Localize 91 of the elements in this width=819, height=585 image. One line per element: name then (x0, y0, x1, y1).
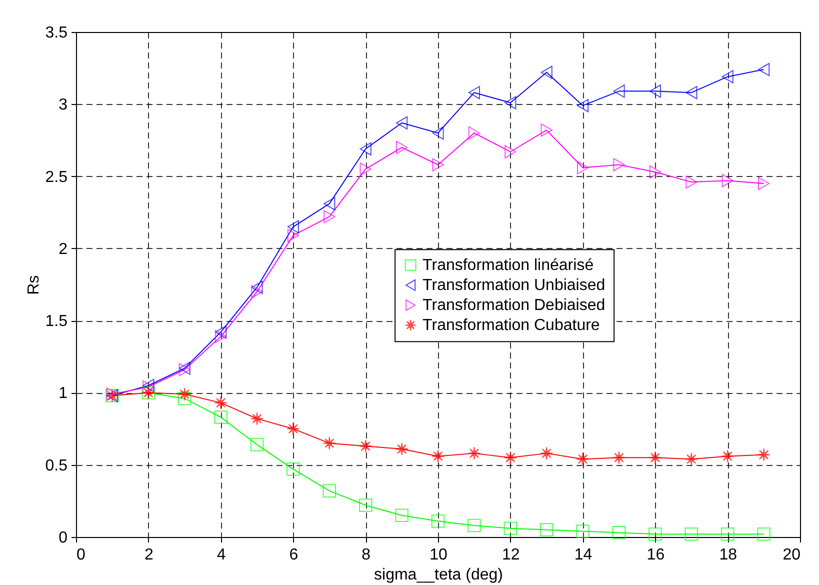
point (720, 450, 734, 463)
point (576, 161, 589, 174)
point (757, 448, 770, 462)
y-tick-label: 1 (58, 385, 68, 402)
point (396, 116, 408, 130)
point (720, 527, 734, 541)
x-tick-label: 16 (646, 546, 665, 564)
point (358, 439, 372, 453)
x-tick-label: 0 (76, 546, 86, 564)
point (360, 142, 372, 156)
y-axis-title: Rs (25, 275, 42, 295)
point (612, 451, 626, 464)
point (324, 197, 336, 210)
point (576, 452, 590, 466)
point (684, 452, 698, 466)
point (432, 158, 444, 172)
point (468, 446, 481, 460)
x-axis-title: sigma__teta (deg) (374, 566, 503, 584)
point (395, 442, 408, 456)
point (178, 392, 192, 406)
point (686, 175, 698, 189)
point (722, 70, 734, 84)
legend-label: Transformation linéarisé (422, 257, 594, 274)
point (214, 410, 228, 424)
point (322, 436, 336, 450)
y-tick-label: 0.5 (45, 457, 68, 474)
point (468, 86, 480, 100)
point (540, 66, 552, 80)
x-tick-label: 2 (144, 546, 154, 564)
x-tick-label: 18 (719, 546, 738, 564)
point (287, 220, 300, 234)
y-tick-label: 0 (58, 530, 68, 546)
x-tick-label: 20 (782, 546, 801, 564)
point (540, 523, 554, 536)
x-tick-label: 14 (574, 546, 592, 564)
point (649, 84, 662, 98)
point (504, 96, 516, 110)
point (684, 527, 698, 541)
point (757, 527, 770, 541)
point (214, 396, 228, 410)
x-tick-label: 8 (362, 546, 371, 564)
legend-label: Transformation Debiaised (422, 297, 606, 314)
point (576, 98, 589, 112)
point (431, 514, 445, 528)
legend-label: Transformation Cubature (422, 317, 600, 334)
point (648, 451, 662, 464)
point (468, 126, 480, 140)
point (504, 522, 518, 535)
point (613, 84, 625, 98)
point (250, 438, 264, 452)
x-tick-label: 6 (289, 546, 298, 564)
y-tick-label: 2.5 (45, 168, 68, 186)
point (287, 228, 300, 242)
point (540, 123, 552, 137)
y-tick-label: 1.5 (45, 313, 68, 330)
y-tick-label: 3.5 (45, 24, 68, 42)
x-tick-label: 10 (430, 546, 448, 564)
y-tick-label: 3 (58, 96, 68, 114)
point (468, 518, 481, 532)
point (214, 325, 227, 339)
point (358, 498, 372, 512)
point (360, 162, 372, 176)
point (722, 174, 734, 188)
legend-label: Transformation Unbiaised (422, 277, 606, 294)
x-tick-label: 4 (216, 546, 226, 564)
point (250, 412, 264, 426)
point (178, 388, 192, 401)
point (648, 527, 662, 541)
x-tick-label: 12 (502, 546, 520, 564)
point (758, 176, 770, 190)
point (286, 462, 300, 476)
point (395, 508, 408, 522)
y-tick-label: 2 (58, 240, 68, 258)
point (214, 330, 227, 344)
point (322, 484, 336, 498)
point (324, 210, 336, 224)
point (432, 126, 444, 140)
point (251, 280, 263, 294)
point (613, 158, 625, 172)
point (540, 446, 554, 460)
point (504, 145, 516, 158)
point (286, 422, 300, 436)
point (396, 140, 408, 154)
point (612, 526, 626, 540)
point (686, 86, 698, 100)
point (576, 524, 590, 538)
point (504, 451, 518, 464)
point (251, 285, 263, 298)
point (758, 62, 770, 76)
point (431, 450, 445, 463)
point (649, 165, 662, 179)
